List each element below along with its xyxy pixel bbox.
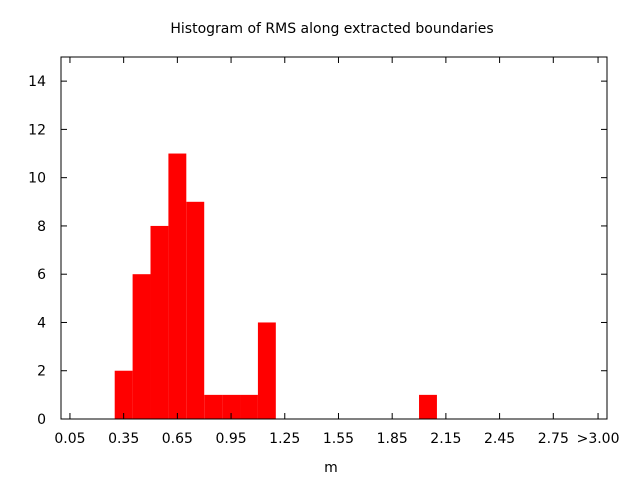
y-tick-label-5: 10 (28, 171, 46, 187)
chart-title: Histogram of RMS along extracted boundar… (170, 21, 493, 37)
x-tick-label-10: >3.00 (577, 431, 620, 447)
y-tick-label-4: 8 (37, 219, 46, 235)
x-tick-label-5: 1.55 (323, 431, 354, 447)
bars-group (114, 153, 437, 420)
histogram-bar-9 (419, 394, 437, 419)
y-tick-label-6: 12 (28, 122, 46, 138)
x-tick-label-4: 1.25 (269, 431, 300, 447)
histogram-bar-4 (186, 201, 205, 419)
histogram-bar-5 (204, 394, 223, 419)
y-tick-label-7: 14 (28, 74, 46, 90)
x-tick-label-1: 0.35 (108, 431, 139, 447)
histogram-bar-0 (114, 370, 133, 419)
histogram-bar-1 (132, 274, 151, 419)
x-axis-label: m (324, 460, 338, 476)
x-tick-label-6: 1.85 (377, 431, 408, 447)
histogram-bar-6 (222, 394, 241, 419)
x-tick-label-7: 2.15 (430, 431, 461, 447)
y-tick-label-1: 2 (37, 364, 46, 380)
x-tick-label-9: 2.75 (538, 431, 569, 447)
x-tick-label-3: 0.95 (215, 431, 246, 447)
y-tick-label-3: 6 (37, 267, 46, 283)
x-tick-label-0: 0.05 (54, 431, 85, 447)
x-tick-labels: 0.05 0.35 0.65 0.95 1.25 1.55 1.85 2.15 2.45 2.75… (54, 431, 619, 447)
histogram-bar-3 (168, 153, 187, 420)
plot-frame (60, 56, 608, 420)
y-tick-label-0: 0 (37, 412, 46, 428)
y-tick-label-2: 4 (37, 315, 46, 331)
histogram-bar-2 (150, 225, 169, 419)
histogram-bar-7 (240, 394, 258, 419)
x-tick-label-8: 2.45 (484, 431, 515, 447)
x-tick-label-2: 0.65 (162, 431, 193, 447)
y-tick-labels: 0 2 4 6 8 10 12 14 (28, 74, 46, 428)
histogram-bar-8 (257, 322, 276, 419)
